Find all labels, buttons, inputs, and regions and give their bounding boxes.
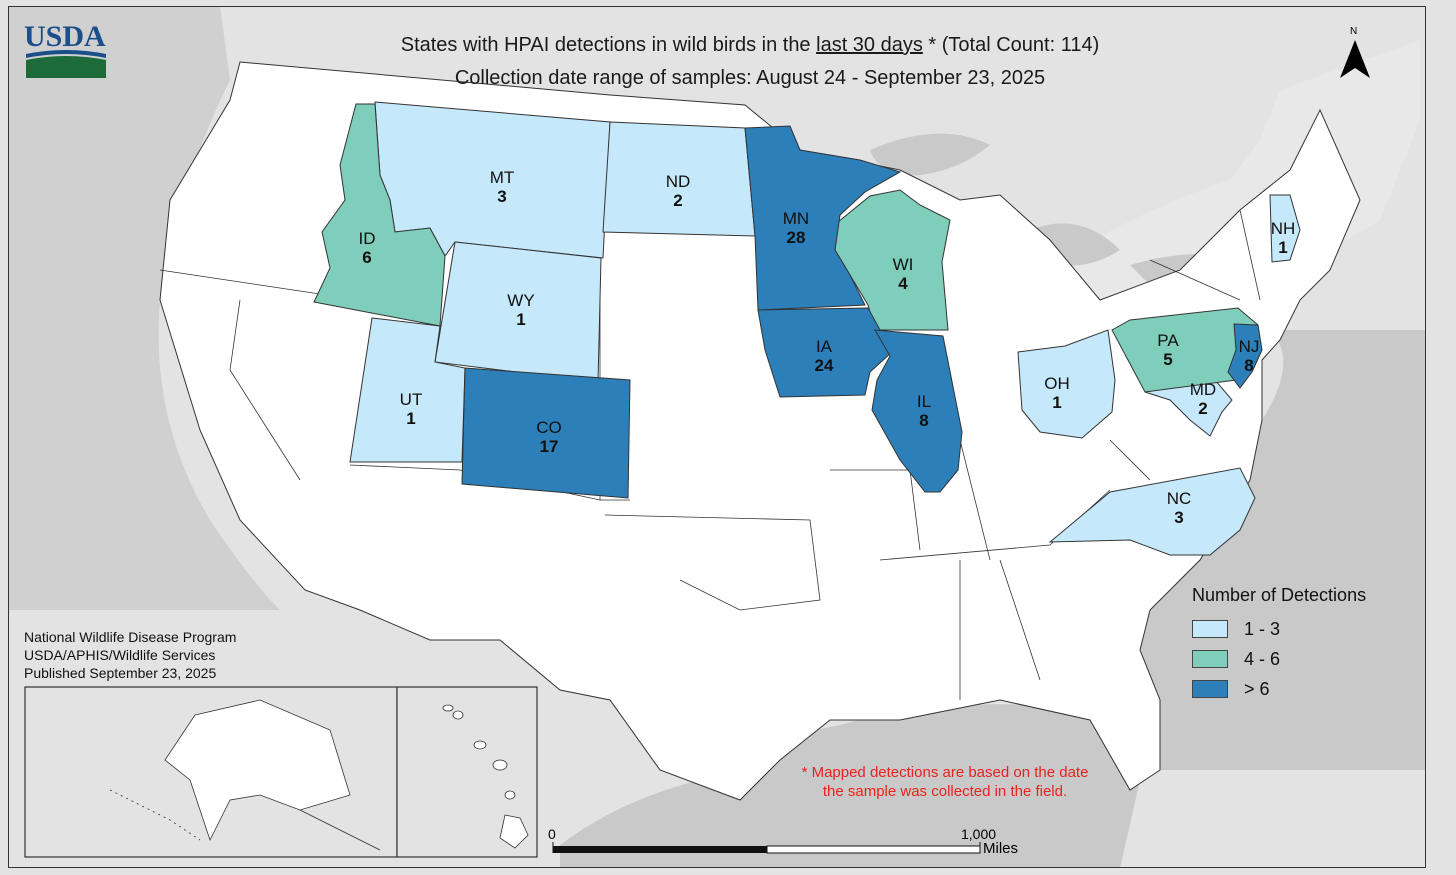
state-label-pa: PA 5 [1157, 331, 1179, 369]
legend-swatch-mid [1192, 650, 1228, 668]
state-shape-nc [1048, 467, 1256, 556]
legend-swatch-high [1192, 680, 1228, 698]
state-label-id: ID 6 [358, 229, 376, 267]
state-label-wy: WY 1 [507, 291, 535, 329]
state-label-nc: NC 3 [1166, 489, 1192, 527]
state-shape-id [313, 103, 446, 327]
state-label-mt: MT 3 [489, 168, 515, 206]
state-label-md: MD 2 [1189, 380, 1217, 418]
usda-logo-text: USDA [24, 20, 106, 53]
state-label-nh: NH 1 [1270, 219, 1296, 257]
north-label: N [1350, 26, 1357, 37]
legend-title: Number of Detections [1192, 585, 1367, 605]
credit-block: National Wildlife Disease Program USDA/A… [24, 628, 236, 682]
scale-start-label: 0 [548, 826, 556, 842]
legend-swatch-low [1192, 620, 1228, 638]
state-shape-ia [757, 307, 893, 398]
title-underlined: last 30 days [816, 34, 923, 56]
title-suffix: * (Total Count: 114) [922, 34, 1100, 56]
state-shape-nh [1269, 194, 1301, 263]
state-shape-oh [1017, 329, 1116, 439]
state-label-ut: UT 1 [399, 390, 423, 428]
map-title: States with HPAI detections in wild bird… [300, 34, 1200, 57]
scale-bar [552, 842, 981, 854]
state-label-il: IL 8 [916, 392, 932, 430]
state-label-mn: MN 28 [782, 209, 810, 247]
usda-logo-icon: USDA [24, 20, 106, 78]
legend-item-low: 1 - 3 [1192, 614, 1366, 644]
state-label-nd: ND 2 [665, 172, 691, 210]
scale-unit-label: Miles [983, 840, 1019, 857]
title-prefix: States with HPAI detections in wild bird… [400, 34, 817, 56]
state-label-oh: OH 1 [1044, 374, 1070, 412]
credit-line-2: USDA/APHIS/Wildlife Services [24, 647, 216, 663]
state-shape-il [871, 329, 963, 493]
credit-line-3: Published September 23, 2025 [24, 665, 217, 681]
north-arrow-icon: N [1340, 26, 1370, 78]
state-label-wi: WI 4 [892, 255, 914, 293]
state-label-nj: NJ 8 [1238, 337, 1260, 375]
state-label-co: CO 17 [536, 418, 562, 456]
credit-line-1: National Wildlife Disease Program [24, 629, 237, 645]
state-shape-co [461, 367, 631, 499]
state-label-ia: IA 24 [814, 337, 834, 375]
legend-item-mid: 4 - 6 [1192, 644, 1366, 674]
scale-end-label: 1,000 [961, 826, 997, 842]
state-shape-nj [1227, 323, 1263, 389]
map-subtitle: Collection date range of samples: August… [454, 67, 1046, 89]
legend: Number of Detections 1 - 3 4 - 6 > 6 [1192, 585, 1366, 704]
footnote: * Mapped detections are based on the dat… [801, 764, 1089, 800]
state-shape-md [1144, 379, 1233, 437]
legend-item-high: > 6 [1192, 674, 1366, 704]
